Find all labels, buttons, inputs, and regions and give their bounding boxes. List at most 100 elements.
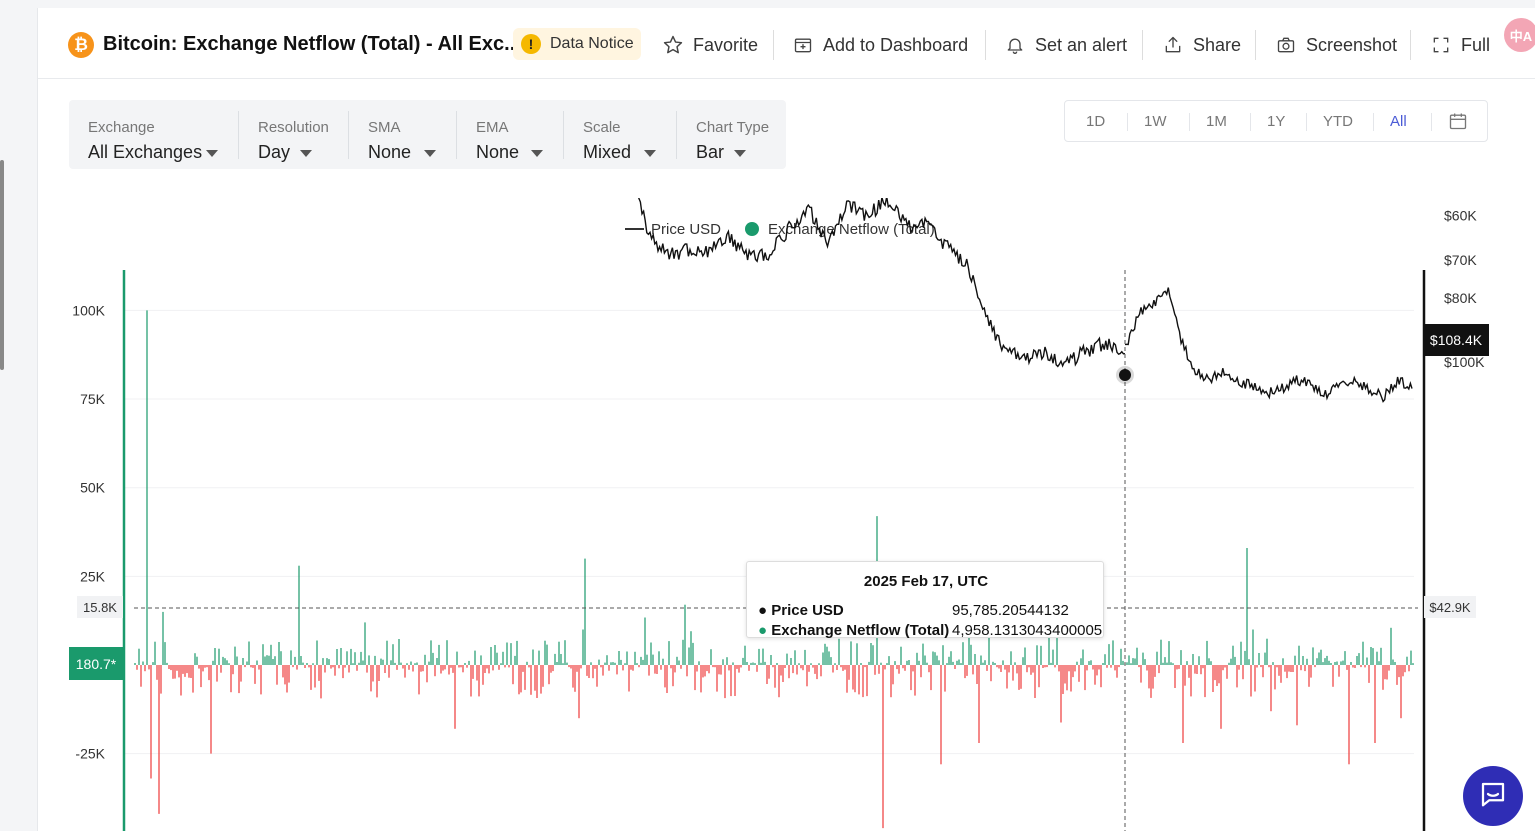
screenshot-button[interactable]: Screenshot bbox=[1275, 30, 1397, 60]
control-value: Bar bbox=[696, 142, 725, 162]
control-value: Mixed bbox=[583, 142, 632, 162]
time-range-selector: 1D 1W 1M 1Y YTD All bbox=[1064, 100, 1488, 142]
app-panel: ₿ Bitcoin: Exchange Netflow (Total) - Al… bbox=[37, 8, 1535, 831]
control-label: EMA bbox=[476, 119, 509, 136]
crosshair-left-label-bg bbox=[77, 596, 123, 618]
control-divider bbox=[563, 111, 564, 159]
screenshot-label: Screenshot bbox=[1306, 34, 1398, 55]
range-all[interactable]: All bbox=[1390, 113, 1407, 130]
header: ₿ Bitcoin: Exchange Netflow (Total) - Al… bbox=[38, 8, 1535, 79]
tooltip-price-value: 95,785.20544132 bbox=[952, 602, 1069, 619]
last-netflow-bg bbox=[69, 647, 123, 680]
range-1d[interactable]: 1D bbox=[1086, 113, 1106, 130]
header-divider bbox=[985, 30, 986, 60]
legend-price-label: Price USD bbox=[651, 221, 721, 238]
chevron-down-icon bbox=[531, 150, 543, 157]
tooltip-netflow-row: ● Exchange Netflow (Total) 4,958.1313043… bbox=[758, 622, 1103, 639]
range-divider bbox=[1306, 113, 1307, 131]
data-notice-button[interactable]: ! Data Notice bbox=[513, 28, 641, 60]
chevron-down-icon bbox=[206, 150, 218, 157]
left-gutter bbox=[0, 0, 37, 831]
control-divider bbox=[348, 111, 349, 159]
warning-icon: ! bbox=[521, 34, 541, 54]
chevron-down-icon bbox=[300, 150, 312, 157]
chart-tooltip: 2025 Feb 17, UTC ● Price USD 95,785.2054… bbox=[746, 561, 1104, 639]
control-value: None bbox=[476, 142, 520, 162]
add-to-dashboard-label: Add to Dashboard bbox=[823, 34, 969, 55]
set-alert-button[interactable]: Set an alert bbox=[1004, 30, 1127, 60]
control-value: All Exchanges bbox=[88, 142, 203, 162]
last-price-label: $108.4K bbox=[1430, 332, 1483, 348]
range-1y[interactable]: 1Y bbox=[1267, 113, 1286, 130]
calendar-icon[interactable] bbox=[1448, 111, 1468, 135]
control-value: Day bbox=[258, 142, 291, 162]
control-label: Scale bbox=[583, 119, 621, 136]
range-divider bbox=[1127, 113, 1128, 131]
left-tick-label: -25K bbox=[75, 746, 105, 762]
price-line-recent bbox=[1124, 287, 1413, 403]
camera-icon bbox=[1275, 34, 1297, 56]
chat-support-button[interactable] bbox=[1463, 766, 1523, 826]
tooltip-price-label: Price USD bbox=[771, 602, 844, 619]
control-label: Chart Type bbox=[696, 119, 770, 136]
bell-icon bbox=[1004, 34, 1026, 56]
chart-area: Price USD Exchange Netflow (Total) 100K 75K… bbox=[69, 198, 1489, 831]
header-divider bbox=[1410, 30, 1411, 60]
range-1w[interactable]: 1W bbox=[1144, 113, 1167, 130]
chat-icon bbox=[1478, 779, 1508, 814]
fullscreen-label: Full bbox=[1461, 34, 1491, 55]
crosshair-right-label-bg bbox=[1424, 596, 1476, 618]
range-divider bbox=[1373, 113, 1374, 131]
left-tick-label: 25K bbox=[80, 568, 106, 584]
left-tick-label: 100K bbox=[72, 302, 105, 318]
scrollbar-thumb[interactable] bbox=[0, 160, 4, 370]
price-line bbox=[638, 198, 1126, 368]
legend-netflow-swatch bbox=[745, 222, 759, 236]
share-label: Share bbox=[1193, 34, 1242, 55]
share-icon bbox=[1162, 34, 1184, 56]
range-divider bbox=[1250, 113, 1251, 131]
add-to-dashboard-button[interactable]: Add to Dashboard bbox=[792, 30, 968, 60]
crosshair-right-label: $42.9K bbox=[1429, 600, 1471, 615]
control-value: None bbox=[368, 142, 412, 162]
crosshair-left-label: 15.8K bbox=[83, 600, 117, 615]
header-divider bbox=[1142, 30, 1143, 60]
bitcoin-icon: ₿ bbox=[68, 32, 94, 58]
data-notice-label: Data Notice bbox=[550, 35, 634, 52]
last-price-bg bbox=[1424, 324, 1489, 356]
left-tick-label: 75K bbox=[80, 391, 106, 407]
hover-point bbox=[1119, 369, 1131, 381]
page-title: Bitcoin: Exchange Netflow (Total) - All … bbox=[103, 33, 521, 55]
control-label: Resolution bbox=[258, 119, 329, 136]
header-divider bbox=[773, 30, 774, 60]
dashboard-add-icon bbox=[792, 34, 814, 56]
header-divider bbox=[1255, 30, 1256, 60]
right-tick-label: $80K bbox=[1444, 290, 1477, 306]
language-icon[interactable]: 中A bbox=[1504, 18, 1535, 52]
set-alert-label: Set an alert bbox=[1035, 34, 1128, 55]
favorite-button[interactable]: Favorite bbox=[662, 30, 758, 60]
range-divider bbox=[1189, 113, 1190, 131]
legend-netflow-label: Exchange Netflow (Total) bbox=[768, 221, 935, 238]
tooltip-date: 2025 Feb 17, UTC bbox=[863, 573, 989, 590]
last-netflow-label: 180.7* bbox=[76, 656, 117, 672]
share-button[interactable]: Share bbox=[1162, 30, 1241, 60]
star-icon bbox=[662, 34, 684, 56]
right-tick-label: $70K bbox=[1444, 252, 1477, 268]
control-label: Exchange bbox=[88, 119, 155, 136]
control-divider bbox=[456, 111, 457, 159]
right-tick-label: $60K bbox=[1444, 208, 1477, 224]
left-tick-label: 50K bbox=[80, 480, 106, 496]
right-tick-label: $100K bbox=[1444, 354, 1485, 370]
tooltip-price-row: ● Price USD 95,785.20544132 bbox=[758, 602, 1069, 619]
chevron-down-icon bbox=[424, 150, 436, 157]
chart-controls: Exchange All Exchanges Resolution Day SMA Non… bbox=[69, 100, 786, 169]
fullscreen-icon bbox=[1430, 34, 1452, 56]
fullscreen-button[interactable]: Full bbox=[1430, 30, 1490, 60]
favorite-label: Favorite bbox=[693, 34, 759, 55]
range-1m[interactable]: 1M bbox=[1206, 113, 1227, 130]
range-ytd[interactable]: YTD bbox=[1323, 113, 1353, 130]
chevron-down-icon bbox=[644, 150, 656, 157]
tooltip-netflow-value: 4,958.1313043400005 bbox=[952, 622, 1103, 639]
tooltip-netflow-label: Exchange Netflow (Total) bbox=[771, 622, 950, 639]
